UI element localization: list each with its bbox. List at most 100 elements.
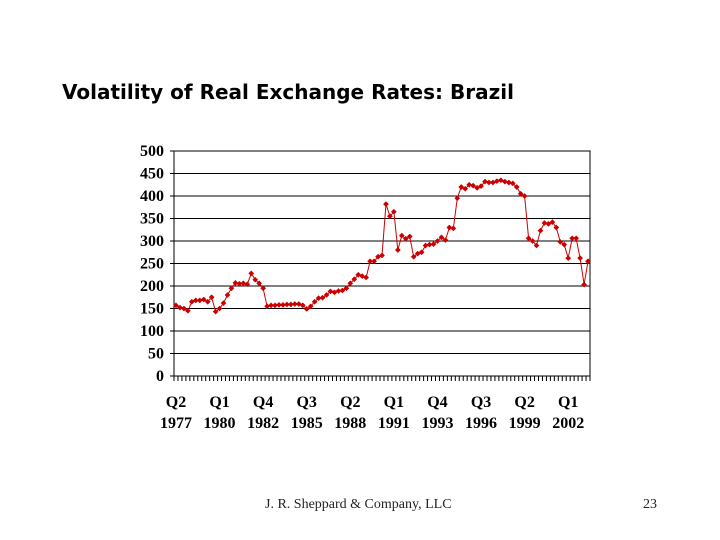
data-point [486,179,492,186]
data-point [517,190,524,197]
x-tick-label-year: 2002 [552,415,584,432]
y-tick-label-350: 350 [140,211,164,228]
data-point [529,238,536,244]
data-point [204,298,211,305]
data-point [311,298,318,305]
data-point [438,234,445,241]
data-point [291,301,298,307]
data-point [569,235,576,242]
data-point [513,184,520,190]
data-point [545,220,552,227]
data-point [371,258,378,265]
data-point [577,255,584,262]
x-tick-label-year: 1993 [421,415,453,432]
y-tick-label-0: 0 [156,368,164,385]
data-point [323,292,330,298]
data-point [268,302,275,309]
data-point [573,235,580,242]
data-point [497,177,504,184]
data-point [557,238,564,245]
data-point [525,235,532,242]
data-point [394,247,401,253]
data-point [402,235,409,242]
y-tick-label-300: 300 [140,233,164,250]
data-point [383,201,389,208]
y-tick-label-150: 150 [140,301,164,318]
data-point [450,225,457,232]
x-tick-label-quarter: Q1 [384,394,404,411]
data-point [224,292,231,298]
data-point [319,294,326,301]
data-point [474,184,481,191]
x-tick-label-quarter: Q2 [166,394,186,411]
data-point [228,285,235,292]
x-tick-label-year: 1985 [291,415,323,432]
data-point [180,305,187,312]
x-tick-label-quarter: Q3 [471,394,491,411]
series-polyline [175,179,589,313]
y-tick-label-100: 100 [140,323,164,340]
data-point [585,258,591,265]
data-point [232,279,239,286]
data-point [363,274,370,281]
x-tick-label-quarter: Q4 [253,394,273,411]
data-point [192,297,199,304]
x-tick-label-year: 1988 [334,415,366,432]
y-tick-label-250: 250 [140,256,164,273]
data-point [553,224,560,231]
data-point [446,224,453,231]
data-point [386,213,393,220]
data-point [581,281,588,288]
x-axis: Q2 1977 Q1 1980 Q4 1982 Q3 1985 Q2 1988 Q1 1991 Q4 19… [160,376,591,432]
data-point [184,307,191,314]
data-point [434,238,441,244]
data-point [462,185,469,192]
data-point [283,301,290,308]
page-number: 23 [643,497,657,512]
data-point [244,281,251,288]
data-point [442,237,449,244]
data-point [406,233,413,240]
series-markers [173,177,591,315]
x-tick-label-quarter: Q2 [514,394,534,411]
footer-company: J. R. Sheppard & Company, LLC [265,497,452,512]
data-point [339,287,346,294]
series-line [175,179,589,313]
data-point [367,258,374,265]
y-tick-label-50: 50 [148,346,164,363]
data-point [505,179,512,186]
data-point [276,301,282,308]
data-point [359,273,366,280]
x-tick-label-year: 1996 [465,415,497,432]
data-point [454,195,461,202]
x-tick-label-quarter: Q1 [209,394,229,411]
data-point [410,253,417,260]
slide-title: Volatility of Real Exchange Rates: Brazi… [62,80,514,104]
data-point [466,181,473,188]
data-point [537,227,544,234]
x-tick-label-year: 1980 [204,415,236,432]
y-tick-label-450: 450 [140,166,164,183]
data-point [390,208,397,215]
x-tick-label-quarter: Q3 [296,394,316,411]
data-point [565,255,572,262]
y-tick-label-200: 200 [140,278,164,295]
data-point [501,178,508,185]
x-tick-label-year: 1982 [247,415,279,432]
data-point [327,288,334,295]
data-point [351,276,358,283]
data-point [430,241,437,248]
x-tick-label-year: 1977 [160,415,192,432]
data-point [521,193,528,199]
data-point [299,302,306,309]
data-point [208,294,215,301]
data-point [260,285,267,292]
data-point [240,280,247,287]
data-point [303,305,310,312]
gridlines [174,173,590,354]
data-point [173,302,179,309]
data-point [418,249,425,256]
data-point [509,180,516,187]
data-point [482,178,488,185]
